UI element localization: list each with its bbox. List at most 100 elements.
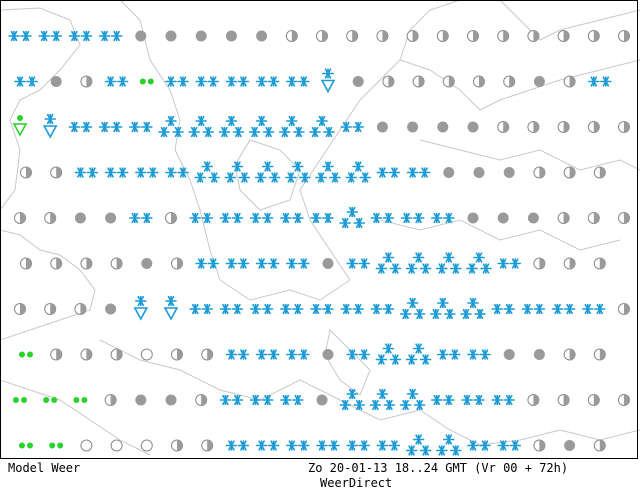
partly-cloudy-symbol [467,30,479,42]
overcast-symbol [322,349,334,360]
overcast-symbol [135,30,147,42]
drizzle-symbol [43,397,58,403]
snow-symbol [255,76,280,87]
partly-cloudy-symbol [497,30,510,42]
partly-cloudy-symbol [20,166,32,179]
snow-symbol [255,349,280,360]
snow-symbol [129,212,153,224]
heavy-snow-symbol [460,297,486,320]
heavy-snow-symbol [405,343,432,365]
overcast-symbol [135,394,147,406]
partly-cloudy-symbol [527,394,540,406]
snow-symbol [219,394,244,406]
overcast-symbol [437,121,449,133]
overcast-symbol [50,76,62,87]
partly-cloudy-symbol [50,348,63,361]
snow-symbol [316,440,340,451]
partly-cloudy-symbol [618,394,630,406]
overcast-symbol [165,30,177,42]
partly-cloudy-symbol [533,166,546,179]
drizzle-symbol [139,78,154,85]
snow-symbol [165,167,189,178]
snow-symbol [346,349,371,360]
partly-cloudy-symbol [406,30,419,42]
heavy-snow-symbol [405,434,432,456]
partly-cloudy-symbol [285,30,298,42]
partly-cloudy-symbol [80,348,93,361]
snow-symbol [255,440,280,451]
overcast-symbol [503,167,515,178]
overcast-symbol [527,212,539,224]
heavy-snow-symbol [375,343,402,365]
partly-cloudy-symbol [382,75,395,88]
snow-symbol [346,440,371,451]
heavy-snow-symbol [405,252,432,274]
weather-symbols [8,30,630,456]
snow-symbol [68,121,93,133]
partly-cloudy-symbol [110,348,123,361]
partly-cloudy-symbol [557,121,570,133]
partly-cloudy-symbol [587,212,600,224]
snow-symbol [436,349,461,360]
snow-symbol [98,121,123,133]
clear-symbol [140,439,153,452]
snow-symbol [279,303,304,315]
snow-symbol [310,303,334,315]
heavy-snow-symbol [339,388,366,411]
snow-symbol [68,30,93,42]
heavy-snow-symbol [224,161,251,183]
partly-cloudy-symbol [618,212,630,224]
drizzle-symbol [19,351,33,358]
partly-cloudy-symbol [497,121,510,133]
partly-cloudy-symbol [618,30,630,42]
overcast-symbol [316,394,328,406]
snow-symbol [285,349,310,360]
partly-cloudy-symbol [50,166,63,179]
snow-symbol [310,212,334,224]
snow-symbol [370,303,395,315]
snow-symbol [189,212,213,224]
snow-shower-symbol [133,295,149,321]
snow-symbol [581,303,606,315]
heavy-snow-symbol [309,115,335,138]
heavy-snow-symbol [248,115,275,138]
snow-symbol [491,303,516,315]
snow-symbol [376,167,401,178]
overcast-symbol [376,121,388,133]
overcast-symbol [407,121,419,133]
partly-cloudy-symbol [44,212,57,224]
snow-symbol [14,76,38,87]
partly-cloudy-symbol [74,303,87,315]
partly-cloudy-symbol [563,257,576,270]
overcast-symbol [322,258,334,269]
snow-symbol [195,258,219,269]
partly-cloudy-symbol [618,303,630,315]
partly-cloudy-symbol [557,394,570,406]
partly-cloudy-symbol [436,30,449,42]
heavy-snow-symbol [194,161,220,183]
partly-cloudy-symbol [503,75,516,88]
partly-cloudy-symbol [618,121,630,133]
clear-symbol [80,439,93,452]
snow-symbol [551,303,576,315]
overcast-symbol [533,76,545,87]
weather-map [0,0,641,459]
footer: Model Weer Zo 20-01-13 18..24 GMT (Vr 00… [0,460,644,500]
partly-cloudy-symbol [593,439,606,452]
snow-symbol [104,167,129,178]
snow-symbol [135,167,159,178]
drizzle-symbol [19,442,33,449]
snow-symbol [406,167,431,178]
overcast-symbol [195,30,207,42]
snow-symbol [129,121,153,133]
map-frame [0,0,638,459]
partly-cloudy-symbol [44,303,57,315]
partly-cloudy-symbol [593,257,606,270]
overcast-symbol [165,394,177,406]
heavy-snow-symbol [158,115,184,138]
partly-cloudy-symbol [80,75,93,88]
partly-cloudy-symbol [80,257,93,270]
heavy-snow-symbol [315,161,341,183]
snow-symbol [400,212,425,224]
heavy-snow-symbol [345,161,372,183]
